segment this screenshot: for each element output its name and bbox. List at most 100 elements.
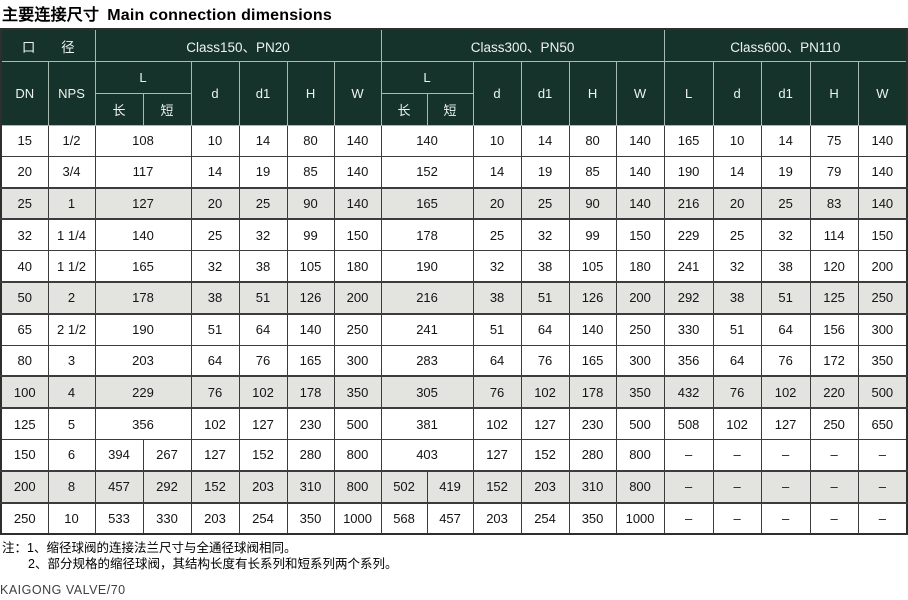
table-cell: 1 1/2 (47, 250, 96, 283)
table-cell: 108 (94, 125, 192, 157)
table-cell: 1 1/4 (47, 218, 96, 252)
table-cell: 102 (712, 407, 762, 440)
table-cell: – (760, 469, 811, 504)
header-c150-L: L (94, 61, 192, 94)
table-cell: 300 (333, 344, 382, 377)
table-cell: 250 (0, 502, 49, 535)
table-cell: 51 (472, 313, 522, 346)
table-cell: – (809, 438, 859, 472)
header-c600-W: W (857, 61, 908, 126)
table-cell: – (663, 502, 714, 535)
table-cell: 14 (520, 125, 570, 157)
table-cell: 200 (857, 250, 908, 283)
table-cell: 38 (520, 250, 570, 283)
table-cell: 432 (663, 375, 714, 410)
header-class300: Class300、PN50 (380, 28, 665, 62)
table-cell: 152 (238, 438, 288, 472)
table-cell: 150 (857, 218, 908, 252)
table-cell: 5 (47, 407, 96, 440)
table-cell: 38 (472, 280, 522, 315)
table-row: 65 2 1/2 190 51 64 140 250 241 51 64 140 250 330 51 64… (0, 313, 908, 346)
table-cell: 14 (238, 125, 288, 157)
header-c150-L-long: 长 (94, 93, 144, 126)
table-cell: 650 (857, 407, 908, 440)
table-cell: 419 (426, 469, 474, 504)
table-cell: 38 (238, 250, 288, 283)
table-cell: 19 (238, 155, 288, 189)
table-row: 150 6 394 267 127 152 280 800 403 127 152 280 800– – –… (0, 438, 908, 472)
table-cell: 1 (47, 186, 96, 221)
note-line-1: 注：1、缩径球阀的连接法兰尺寸与全通径球阀相同。 (2, 541, 297, 556)
table-cell: 125 (809, 280, 859, 315)
table-cell: – (857, 469, 908, 504)
table-cell: 40 (0, 250, 49, 283)
header-c600-d: d (712, 61, 762, 126)
table-cell: 350 (286, 502, 335, 535)
table-cell: 32 (712, 250, 762, 283)
table-row: 125 5 356 102 127 230 500 381 102 127 230 500 508 102… (0, 407, 908, 440)
table-cell: 216 (380, 280, 474, 315)
table-cell: 10 (712, 125, 762, 157)
table-cell: 127 (760, 407, 811, 440)
table-cell: 140 (286, 313, 335, 346)
table-row: 32 1 1/4 140 25 32 99 150 178 25 32 99 150 229 25 32 11… (0, 218, 908, 252)
table-cell: 140 (857, 155, 908, 189)
table-row: 100 4 229 76 102 178 350 305 76 102 178 350 432 76 102… (0, 375, 908, 410)
notes: 注：1、缩径球阀的连接法兰尺寸与全通径球阀相同。 2、部分规格的缩径球阀，其结构… (2, 540, 908, 572)
table-cell: – (809, 469, 859, 504)
table-cell: 102 (238, 375, 288, 410)
table-cell: 140 (615, 125, 665, 157)
table-row: 200 8 457 292 152 203 310 800 502 419 152 203 310 800… (0, 469, 908, 504)
header-c300-L-long: 长 (380, 93, 428, 126)
table-cell: 140 (94, 218, 192, 252)
header-c300-d1: d1 (520, 61, 570, 126)
table-cell: 80 (0, 344, 49, 377)
table-cell: 156 (809, 313, 859, 346)
table-cell: 140 (333, 125, 382, 157)
table-cell: 20 (472, 186, 522, 221)
header-c150-H: H (286, 61, 335, 126)
table-cell: 140 (615, 155, 665, 189)
table-cell: 165 (568, 344, 617, 377)
table-cell: 51 (238, 280, 288, 315)
table-cell: 180 (333, 250, 382, 283)
table-cell: 178 (286, 375, 335, 410)
table-cell: 2 (47, 280, 96, 315)
table-cell: 126 (286, 280, 335, 315)
table-cell: 267 (142, 438, 192, 472)
table-row: 50 2 178 38 51 126 200 216 38 51 126 200 292 38 51 125 2… (0, 280, 908, 315)
table-cell: 180 (615, 250, 665, 283)
table-cell: 85 (286, 155, 335, 189)
table-cell: 203 (238, 469, 288, 504)
table-cell: 38 (760, 250, 811, 283)
table-cell: 350 (857, 344, 908, 377)
table-cell: – (760, 502, 811, 535)
table-cell: 310 (568, 469, 617, 504)
table-cell: – (663, 438, 714, 472)
header-c150-W: W (333, 61, 382, 126)
table-cell: 25 (190, 218, 240, 252)
table-cell: 8 (47, 469, 96, 504)
table-cell: 14 (472, 155, 522, 189)
table-cell: 76 (190, 375, 240, 410)
table-cell: 241 (663, 250, 714, 283)
table-cell: 254 (520, 502, 570, 535)
table-cell: 140 (857, 125, 908, 157)
table-row: 25 1 127 20 25 90 140 165 20 25 90 140 216 20 25 83 140 (0, 186, 908, 221)
table-cell: 300 (857, 313, 908, 346)
table-cell: 165 (380, 186, 474, 221)
table-cell: 220 (809, 375, 859, 410)
page-title-en: Main connection dimensions (107, 7, 332, 24)
table-cell: 178 (94, 280, 192, 315)
table-cell: 10 (472, 125, 522, 157)
table-cell: 127 (190, 438, 240, 472)
table-cell: – (809, 502, 859, 535)
table-cell: 152 (520, 438, 570, 472)
table-cell: 140 (333, 155, 382, 189)
table-cell: 150 (0, 438, 49, 472)
table-cell: 80 (286, 125, 335, 157)
table-cell: – (760, 438, 811, 472)
table-cell: – (712, 502, 762, 535)
table-cell: 64 (238, 313, 288, 346)
table-cell: 500 (615, 407, 665, 440)
